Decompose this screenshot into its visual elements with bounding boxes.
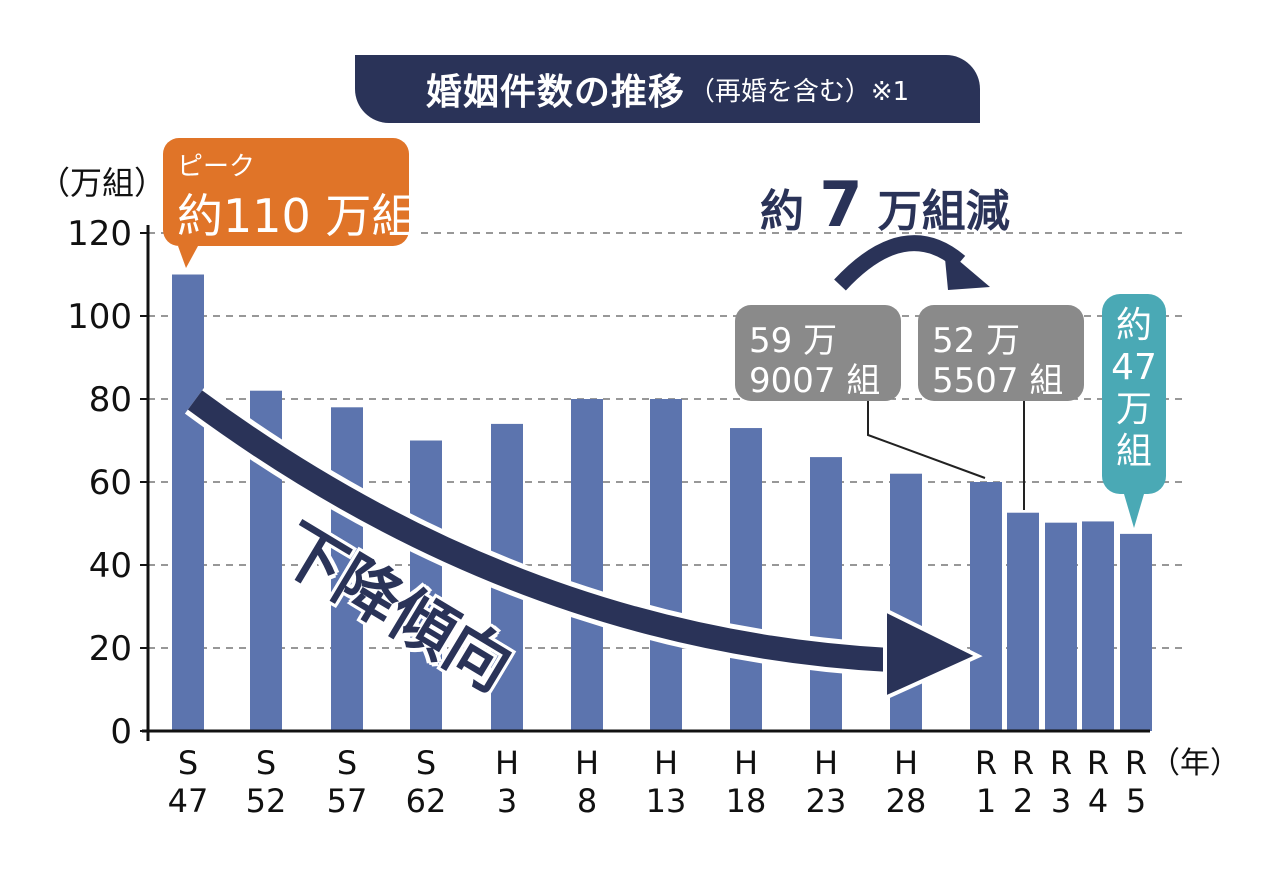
bar <box>970 482 1002 731</box>
x-tick-label-year: 8 <box>577 782 597 820</box>
bar <box>331 407 363 731</box>
x-tick-label-era: H <box>654 744 678 782</box>
trend-arrow-head <box>883 606 983 702</box>
bar <box>650 399 682 731</box>
r5-char-3: 万 <box>1115 389 1152 430</box>
y-tick-label: 40 <box>89 546 132 586</box>
r5-char-2: 47 <box>1111 347 1157 388</box>
x-tick-label-year: 3 <box>1051 782 1071 820</box>
x-tick-label-era: H <box>814 744 838 782</box>
peak-value: 約110 万組 <box>177 189 418 243</box>
y-tick-label: 20 <box>89 629 132 669</box>
bar <box>571 399 603 731</box>
teal-callout-pointer <box>1124 494 1144 528</box>
y-tick-label: 120 <box>67 214 132 254</box>
x-tick-label-era: S <box>416 744 436 782</box>
x-tick-label-year: 62 <box>406 782 447 820</box>
decline-label: 約 7 万組減 <box>760 168 1010 241</box>
x-tick-label-era: H <box>734 744 758 782</box>
x-tick-label-year: 23 <box>806 782 847 820</box>
x-tick-label-year: 57 <box>327 782 368 820</box>
r5-char-1: 約 <box>1115 305 1152 346</box>
arrows <box>178 235 1144 702</box>
x-axis-unit: （年） <box>1150 746 1240 781</box>
x-tick-label-year: 28 <box>886 782 927 820</box>
bar <box>172 274 204 731</box>
bar <box>1120 533 1152 731</box>
bar <box>1007 512 1039 731</box>
y-tick-label: 0 <box>110 712 132 752</box>
r2-line2: 5507 組 <box>932 361 1064 401</box>
x-tick-label-era: R <box>975 744 997 782</box>
decline-prefix: 約 <box>760 186 804 237</box>
x-tick-label-year: 1 <box>976 782 996 820</box>
title-main: 婚姻件数の推移 <box>425 72 685 113</box>
axes <box>140 225 1150 741</box>
decline-arrow <box>834 235 966 291</box>
bars <box>172 274 1152 731</box>
bar <box>1082 521 1114 731</box>
x-tick-label-year: 5 <box>1126 782 1146 820</box>
x-tick-label-era: R <box>1087 744 1109 782</box>
r1-line1: 59 万 <box>749 321 838 361</box>
bar <box>730 428 762 731</box>
x-tick-label-year: 4 <box>1088 782 1108 820</box>
r2-line1: 52 万 <box>932 321 1021 361</box>
x-tick-label-era: R <box>1012 744 1034 782</box>
bar <box>410 440 442 731</box>
r2-callout: 52 万 5507 組 <box>918 305 1084 401</box>
r5-callout: 約 47 万 組 <box>1102 294 1166 494</box>
x-tick-label-era: S <box>256 744 276 782</box>
y-tick-label: 60 <box>89 463 132 503</box>
x-tick-label-year: 2 <box>1013 782 1033 820</box>
bar <box>1045 522 1077 731</box>
x-tick-label-era: H <box>894 744 918 782</box>
peak-callout: ピーク 約110 万組 <box>163 138 417 246</box>
x-tick-label-year: 47 <box>168 782 209 820</box>
y-tick-label: 80 <box>89 380 132 420</box>
y-tick-label: 100 <box>67 297 132 337</box>
x-tick-label-era: S <box>337 744 357 782</box>
peak-label: ピーク <box>177 152 256 182</box>
chart-title: 婚姻件数の推移 （再婚を含む）※1 <box>355 55 980 123</box>
r1-line2: 9007 組 <box>749 361 881 401</box>
x-tick-label-year: 3 <box>497 782 517 820</box>
title-sub: （再婚を含む）※1 <box>688 76 910 107</box>
trend-arrow <box>187 390 891 672</box>
peak-callout-pointer <box>178 246 198 268</box>
r1-callout: 59 万 9007 組 <box>735 305 901 401</box>
x-tick-label-era: R <box>1050 744 1072 782</box>
y-axis-label: （万組） <box>38 164 167 202</box>
x-tick-label-era: H <box>495 744 519 782</box>
x-tick-label-era: R <box>1125 744 1147 782</box>
x-tick-label-year: 52 <box>246 782 287 820</box>
x-tick-label-era: S <box>178 744 198 782</box>
bar <box>810 457 842 731</box>
decline-suffix: 万組減 <box>877 186 1010 237</box>
x-tick-label-era: H <box>575 744 599 782</box>
x-tick-label-year: 13 <box>646 782 687 820</box>
decline-arrow-head <box>944 248 990 290</box>
r5-char-4: 組 <box>1115 431 1152 472</box>
y-tick-labels: 0 20 40 60 80 100 120 <box>67 214 132 752</box>
x-tick-label-year: 18 <box>726 782 767 820</box>
leader-line-r1 <box>867 401 986 479</box>
decline-number: 7 <box>819 168 863 241</box>
